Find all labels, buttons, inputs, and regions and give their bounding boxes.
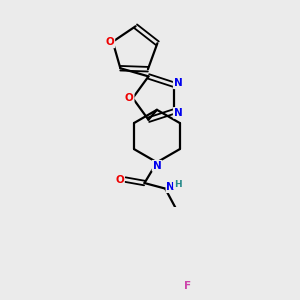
Text: N: N	[174, 108, 182, 118]
Text: O: O	[125, 93, 134, 103]
Text: N: N	[166, 182, 175, 192]
Text: H: H	[174, 180, 182, 189]
Text: F: F	[184, 281, 192, 291]
Text: O: O	[106, 38, 114, 47]
Text: N: N	[152, 161, 161, 171]
Text: N: N	[174, 78, 182, 88]
Text: O: O	[115, 175, 124, 184]
